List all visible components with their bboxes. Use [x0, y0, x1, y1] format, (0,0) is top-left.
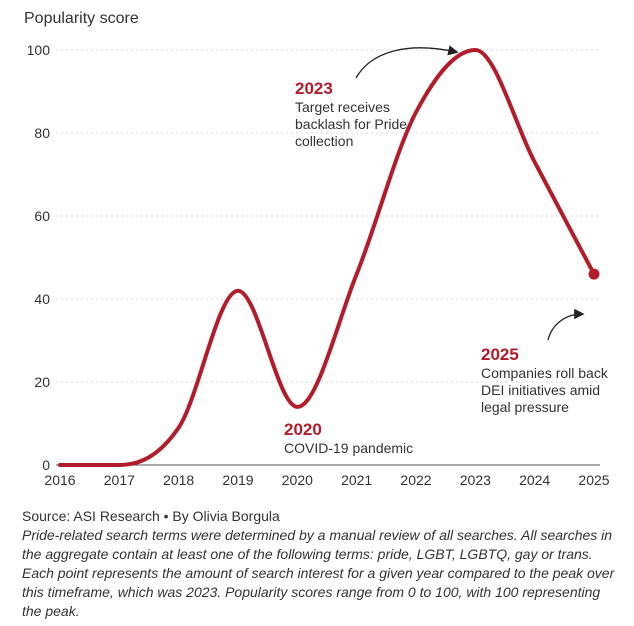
x-tick-label: 2019 — [222, 472, 253, 488]
y-axis-title: Popularity score — [24, 10, 139, 27]
x-tick-label: 2025 — [578, 472, 609, 488]
data-point — [355, 272, 359, 276]
arrow-2023 — [355, 45, 459, 79]
annotation-2023-text: Target receives backlash for Pride colle… — [295, 99, 408, 149]
annotation-2025-year: 2025 — [481, 345, 519, 364]
y-tick-label: 80 — [34, 125, 50, 141]
arrow-2025 — [547, 308, 585, 341]
annotation-2020: 2020 COVID-19 pandemic — [284, 419, 413, 457]
data-point — [414, 110, 418, 114]
annotation-2025: 2025 Companies roll back DEI initiatives… — [481, 344, 608, 416]
x-tick-label: 2017 — [104, 472, 135, 488]
annotation-2023-year: 2023 — [295, 79, 333, 98]
annotation-2020-text: COVID-19 pandemic — [284, 440, 414, 456]
y-tick-label: 20 — [34, 374, 50, 390]
annotation-2023: 2023 Target receives backlash for Pride … — [295, 78, 407, 150]
x-tick-label: 2021 — [341, 472, 372, 488]
x-tick-label: 2018 — [163, 472, 194, 488]
annotation-2020-year: 2020 — [284, 420, 322, 439]
x-tick-label: 2022 — [400, 472, 431, 488]
y-tick-label: 100 — [27, 42, 51, 58]
data-point — [58, 463, 62, 467]
data-point — [236, 289, 240, 293]
line-chart: 0 20 40 60 80 100 2016 2017 2018 2019 2020 2021 2022… — [27, 42, 610, 488]
source-line: Source: ASI Research • By Olivia Borgula — [22, 508, 280, 524]
data-point — [117, 463, 121, 467]
methodology-notes: Pride-related search terms were determin… — [22, 527, 615, 619]
end-point-marker — [588, 268, 600, 280]
x-tick-label: 2020 — [282, 472, 313, 488]
annotation-2025-text: Companies roll back DEI initiatives amid… — [481, 365, 608, 415]
data-point — [533, 160, 537, 164]
x-tick-label: 2023 — [460, 472, 491, 488]
y-tick-label: 60 — [34, 208, 50, 224]
popularity-line — [58, 48, 596, 467]
y-tick-label: 0 — [42, 457, 50, 473]
data-point — [295, 405, 299, 409]
data-point — [473, 48, 477, 52]
x-tick-label: 2024 — [519, 472, 550, 488]
y-tick-label: 40 — [34, 291, 50, 307]
data-point — [177, 426, 181, 430]
x-tick-label: 2016 — [44, 472, 75, 488]
